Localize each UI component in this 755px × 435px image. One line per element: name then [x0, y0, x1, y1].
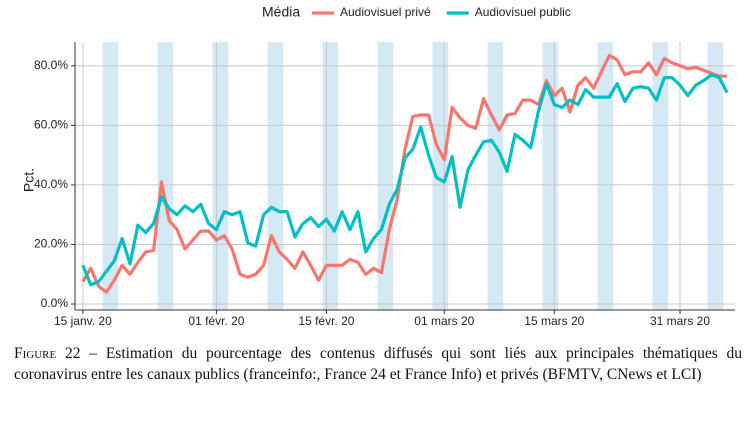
chart: Pct. Média 0.0% 20.0% 40.0% 60.0% 80.0% 15 ja…	[21, 4, 735, 328]
weekend-band	[212, 42, 229, 310]
y-tick-label: 0.0%	[41, 296, 69, 310]
x-tick-label: 15 févr. 20	[298, 314, 354, 328]
x-tick-label: 15 mars 20	[524, 314, 584, 328]
y-tick-label: 80.0%	[34, 58, 68, 72]
series-line	[81, 53, 728, 294]
y-tick-label: 40.0%	[34, 177, 68, 191]
weekend-band	[102, 42, 119, 310]
weekend-band	[597, 42, 614, 310]
caption-label: Figure 22	[14, 345, 81, 362]
legend-label: Audiovisuel privé	[340, 5, 431, 19]
weekend-band	[267, 42, 284, 310]
caption-text: – Estimation du pourcentage des contenus…	[14, 345, 743, 383]
caption: Figure 22 – Estimation du pourcentage de…	[14, 343, 742, 385]
x-tick-label: 31 mars 20	[650, 314, 710, 328]
weekend-band	[157, 42, 174, 310]
legend-label: Audiovisuel public	[475, 5, 571, 19]
x-tick-label: 01 févr. 20	[188, 314, 244, 328]
weekend-band	[707, 42, 724, 310]
y-tick-label: 20.0%	[34, 237, 68, 251]
x-tick-label: 01 mars 20	[414, 314, 474, 328]
series-line	[81, 73, 729, 287]
weekend-band	[652, 42, 669, 310]
x-tick-label: 15 janv. 20	[54, 314, 112, 328]
y-tick-label: 60.0%	[34, 118, 68, 132]
y-axis-label: Pct.	[21, 168, 37, 192]
weekend-band	[377, 42, 394, 310]
weekend-band	[487, 42, 504, 310]
legend-title: Média	[262, 4, 300, 20]
